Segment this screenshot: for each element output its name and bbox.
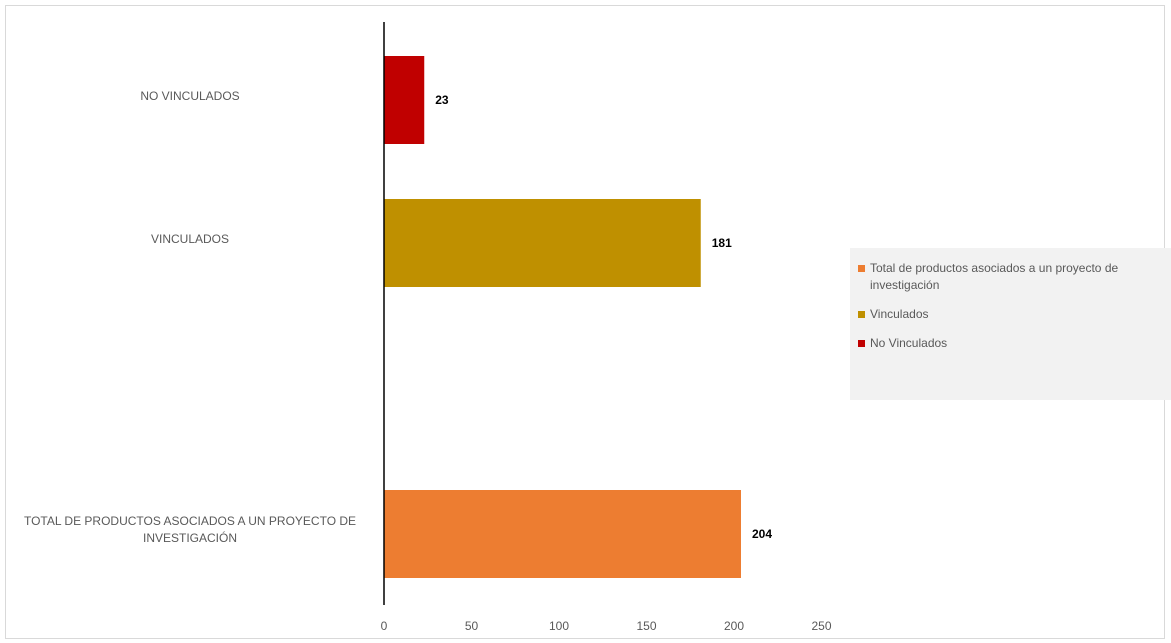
legend-item-total: Total de productos asociados a un proyec…: [858, 260, 1164, 294]
legend-label-vinculados: Vinculados: [870, 307, 929, 321]
x-tick-label-4: 200: [724, 619, 744, 633]
legend-item-vinculados: Vinculados: [858, 306, 1164, 323]
data-label-0: 23: [435, 93, 449, 107]
x-tick-label-1: 50: [465, 619, 479, 633]
category-label-2: TOTAL DE PRODUCTOS ASOCIADOS A UN PROYEC…: [23, 514, 357, 545]
category-label-0: NO VINCULADOS: [140, 88, 240, 103]
legend-swatch-total: [858, 265, 865, 272]
x-tick-label-3: 150: [636, 619, 656, 633]
data-label-2: 204: [752, 527, 772, 541]
category-label-1: VINCULADOS: [150, 231, 230, 246]
legend-item-no-vinculados: No Vinculados: [858, 335, 1164, 352]
data-label-1: 181: [712, 236, 732, 250]
legend-label-no-vinculados: No Vinculados: [870, 336, 948, 350]
legend-label-total: Total de productos asociados a un proyec…: [870, 261, 1119, 292]
legend-swatch-vinculados: [858, 311, 865, 318]
bar-0: [384, 56, 425, 144]
x-tick-label-0: 0: [381, 619, 388, 633]
bar-1: [384, 199, 701, 287]
legend-swatch-no-vinculados: [858, 340, 865, 347]
x-tick-label-5: 250: [811, 619, 831, 633]
bar-2: [384, 490, 741, 578]
legend: Total de productos asociados a un proyec…: [850, 248, 1171, 400]
x-tick-label-2: 100: [549, 619, 569, 633]
